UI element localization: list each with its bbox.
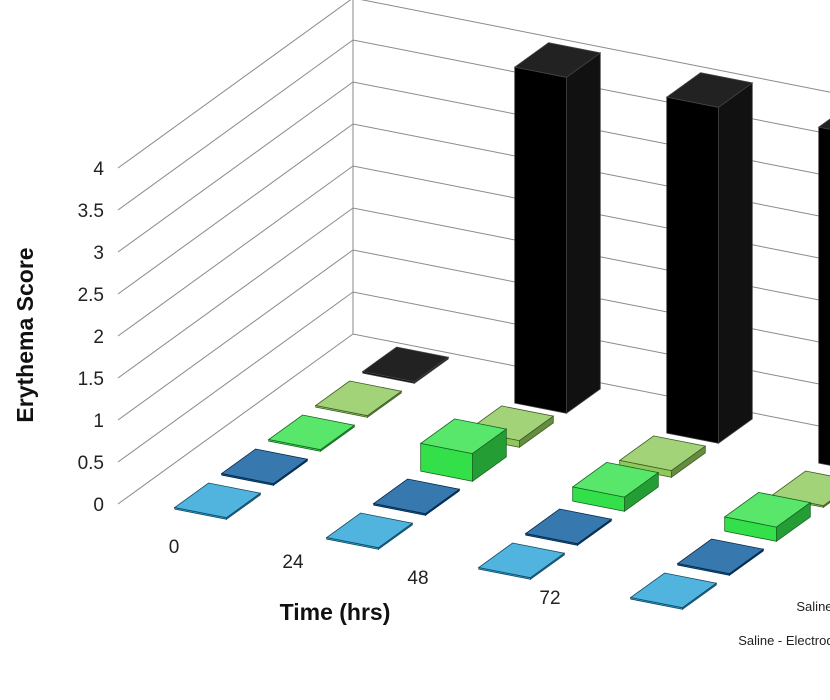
- y-tick-label: 1: [93, 411, 104, 432]
- gridlines: [117, 0, 830, 505]
- y-tick-label: 3.5: [78, 201, 104, 222]
- y-tick-label: 2.5: [78, 285, 104, 306]
- x-tick-label: 24: [282, 552, 304, 573]
- bar-saline-electrode-48: [477, 542, 566, 581]
- y-tick-label: 0: [93, 495, 104, 516]
- y-tick-label: 2: [93, 327, 104, 348]
- bar-saline-blank-0: [220, 448, 309, 487]
- bar-saline-blank-24: [372, 478, 461, 517]
- series-label: Saline - Electrode: [738, 633, 830, 648]
- bar-oil-electrode-72: [723, 491, 812, 543]
- x-tick-label: 72: [539, 588, 560, 609]
- gridline: [117, 0, 830, 169]
- y-axis-title: Erythema Score: [12, 247, 38, 422]
- bar-saline-electrode-72: [629, 572, 718, 611]
- bar-saline-blank-72: [676, 538, 765, 577]
- x-axis-title: Time (hrs): [280, 599, 391, 625]
- y-tick-label: 3: [93, 243, 104, 264]
- bar-oil-blank-0: [314, 380, 403, 419]
- bar-oil-electrode-24: [419, 418, 508, 483]
- bar-control-48: [665, 72, 754, 445]
- x-tick-label: 0: [169, 537, 180, 558]
- bar-saline-blank-48: [524, 508, 613, 547]
- y-tick-label: 1.5: [78, 369, 104, 390]
- bar-saline-electrode-24: [325, 512, 414, 551]
- bar-control-24: [513, 42, 602, 415]
- bar-saline-electrode-0: [173, 482, 262, 521]
- bar-control-72: [817, 118, 830, 466]
- series-label: Saline - Blank: [796, 599, 830, 614]
- bar-control-0: [361, 346, 450, 385]
- x-tick-label: 48: [407, 568, 428, 589]
- labels: 0 0.5 1 1.5 2 2.5 3 3.5 4 0 24 48 72 Saline - Electro…: [78, 159, 830, 648]
- bar-oil-electrode-0: [267, 414, 356, 453]
- y-tick-label: 4: [93, 159, 104, 180]
- bar-oil-electrode-48: [571, 461, 660, 513]
- y-tick-label: 0.5: [78, 453, 104, 474]
- bars: [173, 42, 830, 611]
